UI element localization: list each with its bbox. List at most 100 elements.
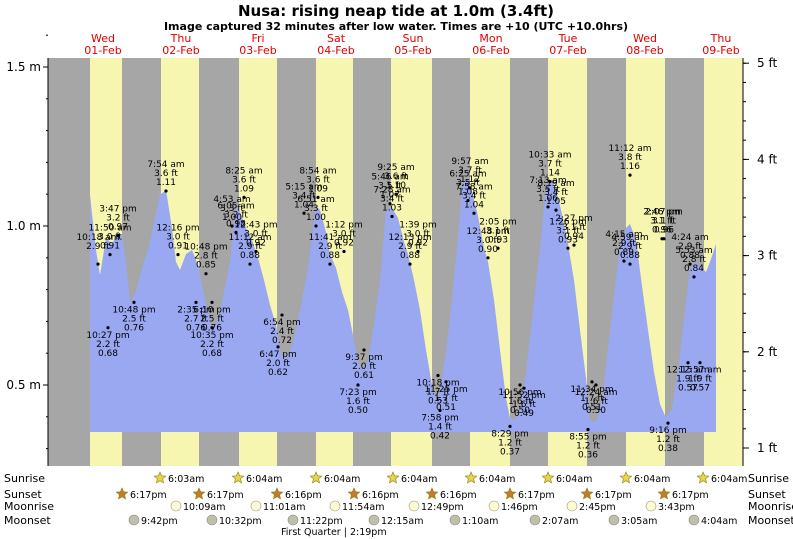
- tide-event-feet: 3.1 ft: [652, 217, 676, 227]
- moonrise-icon: [645, 500, 657, 512]
- tide-event-feet: 3.0 ft: [332, 229, 356, 239]
- tide-event-dot: [438, 408, 442, 413]
- row-label-left: Sunrise: [4, 472, 45, 485]
- tide-event-feet: 1.6 ft: [512, 400, 536, 410]
- tide-event-dot: [566, 246, 570, 250]
- tide-event-dot: [96, 262, 100, 266]
- tide-event-metres: 0.96: [652, 226, 672, 236]
- moonrise-time: 3:43pm: [658, 502, 695, 513]
- tide-event-metres: 0.89: [614, 248, 634, 258]
- tide-event-dot: [210, 326, 214, 330]
- tide-event-feet: 2.9 ft: [318, 242, 342, 252]
- tide-event-dot: [590, 380, 594, 384]
- tide-event-dot: [444, 380, 448, 384]
- day-name: Tue: [558, 32, 578, 45]
- sunset-icon: [192, 487, 206, 500]
- tide-event-metres: 0.50: [510, 406, 530, 416]
- tide-event-dot: [416, 249, 420, 254]
- tide-event-metres: 0.93: [488, 235, 508, 245]
- tide-event-metres: 1.05: [546, 197, 566, 207]
- tide-event-time: 9:25 am: [377, 163, 414, 173]
- right-tick-label: 2 ft: [757, 345, 777, 359]
- tide-event-feet: 2.8 ft: [194, 252, 218, 262]
- left-tick-label: 1.0 m: [6, 219, 41, 233]
- tide-event-time: 10:33 am: [528, 150, 571, 160]
- tide-event-dot: [176, 253, 180, 257]
- tide-event-time: 8:25 am: [225, 166, 262, 176]
- sunrise-icon: [464, 471, 478, 484]
- tide-area: [90, 178, 716, 432]
- tide-event-dot: [342, 249, 346, 254]
- tide-event-time: 7:58 pm: [421, 413, 459, 423]
- tide-event-dot: [362, 348, 366, 352]
- tide-event-metres: 0.88: [400, 251, 420, 261]
- sunrise-time: 6:04am: [634, 474, 670, 485]
- tide-event-time: 12:16 pm: [156, 224, 199, 234]
- tide-event-time: 6:25 am: [449, 170, 486, 180]
- sunrise-time: 6:04am: [711, 474, 747, 485]
- moonrise-time: 11:01am: [263, 502, 305, 513]
- tide-event-feet: 1.2 ft: [656, 435, 680, 445]
- day-date: 07-Feb: [549, 44, 586, 57]
- tide-event-metres: 0.51: [436, 403, 456, 413]
- tide-event-dot: [280, 313, 284, 317]
- tide-event-metres: 0.91: [100, 242, 120, 252]
- tide-event-metres: 0.88: [620, 251, 640, 261]
- tide-event-time: 8:55 pm: [569, 433, 607, 443]
- sunset-time: 6:17pm: [207, 490, 244, 501]
- sunset-icon: [657, 487, 671, 500]
- tide-event-dot: [628, 262, 632, 266]
- tide-event-feet: 3.4 ft: [292, 191, 316, 201]
- moonset-time: 4:04am: [701, 516, 737, 527]
- tide-event-metres: 1.09: [308, 184, 328, 194]
- tide-event-feet: 2.9 ft: [678, 242, 702, 252]
- moonrise-icon: [488, 500, 500, 512]
- tide-event-dot: [686, 361, 690, 365]
- tide-event-feet: 3.6 ft: [232, 175, 256, 185]
- tide-event-time: 10:18 pm: [416, 378, 459, 388]
- sunset-time: 6:17pm: [672, 490, 709, 501]
- tide-event-feet: 3.2 ft: [224, 210, 248, 220]
- tide-event-time: 2:05 pm: [479, 217, 517, 227]
- tide-event-metres: 0.50: [586, 406, 606, 416]
- sunset-icon: [270, 487, 284, 500]
- tide-event-metres: 0.96: [654, 226, 674, 236]
- tide-event-dot: [108, 253, 112, 257]
- tide-event-feet: 3.6 ft: [306, 175, 330, 185]
- row-label-left: Moonset: [4, 514, 51, 527]
- tide-event-dot: [522, 386, 526, 390]
- tide-event-dot: [314, 224, 318, 228]
- sunset-time: 6:17pm: [595, 490, 632, 501]
- tide-event-feet: 1.7 ft: [426, 387, 450, 397]
- tide-event-metres: 1.14: [540, 168, 560, 178]
- tide-event-dot: [356, 383, 360, 387]
- tide-event-metres: 1.06: [538, 194, 558, 204]
- sunrise-time: 6:04am: [324, 474, 360, 485]
- sunset-icon: [347, 487, 361, 500]
- tide-event-metres: 0.88: [680, 251, 700, 261]
- tide-event-time: 7:13 am: [529, 176, 566, 186]
- tide-event-time: 11:25 pm: [424, 385, 467, 395]
- tide-event-dot: [628, 173, 632, 177]
- sunrise-icon: [541, 471, 555, 484]
- tide-event-metres: 1.09: [234, 184, 254, 194]
- moonset-time: 11:22pm: [300, 516, 343, 527]
- tide-event-time: 12:43 pm: [234, 220, 277, 230]
- tide-event-feet: 1.2 ft: [576, 442, 600, 452]
- tide-event-time: 4:53 am: [213, 195, 250, 205]
- row-label-right: Sunrise: [748, 472, 789, 485]
- moonrise-icon: [250, 500, 262, 512]
- left-tick-label: 1.5 m: [6, 60, 41, 74]
- tide-event-time: 11:12 am: [608, 144, 651, 154]
- tide-event-time: 6:47 pm: [259, 350, 297, 360]
- tide-event-metres: 0.61: [354, 371, 374, 381]
- sunrise-icon: [153, 471, 167, 484]
- tide-event-dot: [436, 373, 440, 378]
- tide-event-time: 4:24 am: [671, 233, 708, 243]
- tide-event-feet: 2.2 ft: [200, 340, 224, 350]
- tide-event-time: 10:18 am: [76, 233, 119, 243]
- tide-event-time: 11:52 pm: [502, 391, 545, 401]
- moonrise-icon: [408, 500, 420, 512]
- tide-event-dot: [662, 237, 666, 241]
